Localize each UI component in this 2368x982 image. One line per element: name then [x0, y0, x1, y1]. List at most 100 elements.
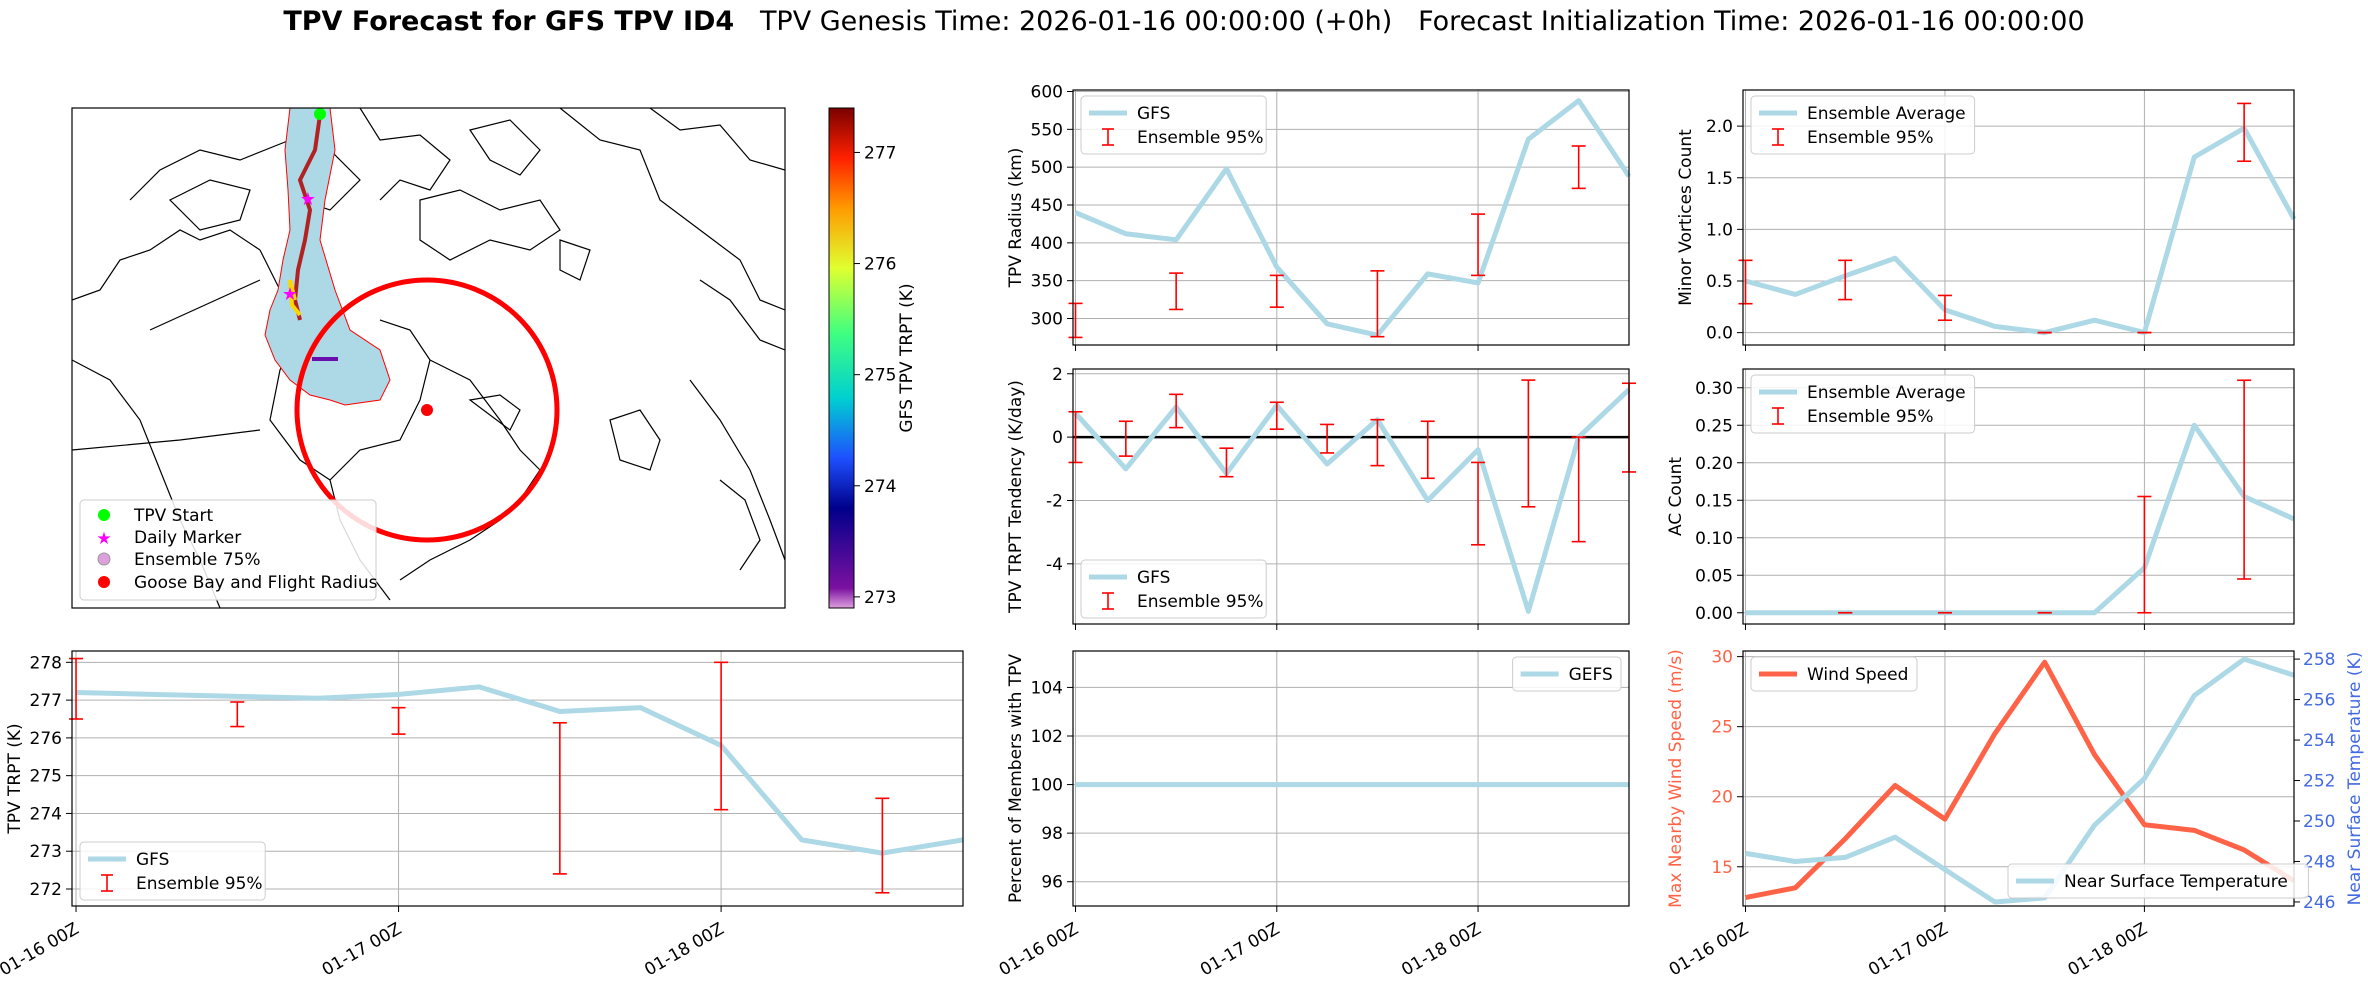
x-tick-label: 01-16 00Z	[1666, 919, 1752, 980]
figure-title: TPV Forecast for GFS TPV ID4 TPV Genesis…	[0, 6, 2368, 37]
legend-box	[1512, 656, 1622, 692]
y2-tick-label: 250	[2303, 812, 2335, 832]
legend-box	[1750, 374, 1976, 434]
series-line-near-surface-temperature	[1745, 656, 2295, 905]
y-tick-label: 300	[1031, 310, 1063, 330]
y-tick-label: -4	[1046, 555, 1063, 575]
legend-box	[2007, 863, 2309, 899]
y2-tick-label: 256	[2303, 691, 2335, 711]
y-tick-label: 100	[1031, 776, 1063, 796]
colorbar-tick-label: 276	[864, 255, 896, 275]
legend-label: Ensemble 95%	[1137, 592, 1264, 612]
plot-frame	[1072, 368, 1630, 625]
y2-tick-label: 248	[2303, 852, 2335, 872]
legend-label: GFS	[1137, 568, 1170, 588]
y-tick-label: 0.00	[1695, 604, 1733, 624]
y-tick-label: 275	[30, 767, 62, 787]
y-tick-label: 550	[1031, 120, 1063, 140]
legend-label: Wind Speed	[1807, 665, 1908, 685]
y-tick-label: 273	[30, 842, 62, 862]
y-tick-label: 96	[1041, 873, 1063, 893]
legend: Near Surface Temperature	[2007, 863, 2309, 899]
map-colorbar: 273 274 275 276 277 GFS TPV TRPT (K)	[828, 107, 917, 609]
legend-daily-label: Daily Marker	[134, 528, 241, 548]
x-tick-label: 01-17 00Z	[1865, 919, 1951, 980]
radius-chart: 300 350 400 450 500 550 600 TPV Radius (km) GFS E…	[1006, 83, 1632, 351]
legend-label: Ensemble 95%	[136, 874, 263, 894]
daily-marker-1: ★	[300, 189, 316, 210]
colorbar-label: GFS TPV TRPT (K)	[897, 283, 917, 432]
y-tick-label: 600	[1031, 83, 1063, 103]
y-tick-label: 2	[1052, 365, 1063, 385]
y-tick-label: 1.0	[1706, 220, 1733, 240]
y-tick-label: 102	[1031, 727, 1063, 747]
x-tick-label: 01-18 00Z	[2065, 919, 2151, 980]
series-line-gfs	[1073, 387, 1631, 614]
title-genesis: TPV Genesis Time: 2026-01-16 00:00:00 (+…	[759, 6, 1393, 37]
colorbar-tick-label: 274	[864, 477, 896, 497]
legend-label: GEFS	[1569, 665, 1613, 685]
plot-frame	[1072, 650, 1630, 907]
x-tick-label: 01-16 00Z	[0, 919, 83, 980]
legend: GFS Ensemble 95%	[1080, 559, 1267, 619]
legend-box	[79, 841, 266, 901]
x-tick-label: 01-17 00Z	[319, 919, 405, 980]
y-tick-label: 104	[1031, 678, 1063, 698]
y-tick-label: 277	[30, 691, 62, 711]
y-axis-label: TPV TRPT (K)	[5, 723, 25, 834]
x-tick-label: 01-16 00Z	[996, 919, 1082, 980]
colorbar-gradient	[828, 107, 855, 609]
y-tick-label: 500	[1031, 158, 1063, 178]
goose-bay-marker	[421, 404, 433, 416]
series-line-ensemble-average	[1744, 125, 2297, 336]
legend-label: GFS	[136, 850, 169, 870]
y-tick-label: 0.25	[1695, 416, 1733, 436]
flight-radius-circle	[294, 277, 560, 543]
title-init: Forecast Initialization Time: 2026-01-16…	[1418, 6, 2085, 37]
series-line-gfs	[1074, 98, 1632, 338]
y-axis-label: Percent of Members with TPV	[1006, 654, 1026, 903]
x-tick-label: 01-17 00Z	[1197, 919, 1283, 980]
legend-label: Near Surface Temperature	[2064, 872, 2288, 892]
tpv-start-marker	[314, 108, 326, 120]
plot-area	[1073, 651, 1629, 906]
y-axis-label: Max Nearby Wind Speed (m/s)	[1666, 649, 1686, 908]
series-line-wind-speed	[1745, 659, 2296, 901]
wind-temperature-chart: 15 20 25 30 Max Nearby Wind Speed (m/s) 246 24…	[1666, 648, 2365, 981]
minor-vortices-chart: 0.0 0.5 1.0 1.5 2.0 Minor Vortices Count Ensem…	[1676, 89, 2297, 351]
y-tick-label: 272	[30, 880, 62, 900]
y2-tick-label: 258	[2303, 650, 2335, 670]
plot-frame	[1742, 650, 2295, 907]
title-bold: TPV Forecast for GFS TPV ID4	[283, 6, 735, 37]
legend-box	[1750, 95, 1976, 155]
legend: Ensemble Average Ensemble 95%	[1750, 374, 1976, 434]
y-tick-label: 15	[1711, 858, 1733, 878]
legend: GFS Ensemble 95%	[1080, 95, 1267, 155]
y-tick-label: 0.05	[1695, 566, 1733, 586]
plot-frame	[71, 650, 964, 907]
y-tick-label: 350	[1031, 272, 1063, 292]
y-tick-label: 274	[30, 804, 62, 824]
legend-goose-icon	[98, 576, 110, 588]
legend-daily-icon: ★	[96, 529, 111, 549]
y2-tick-label: 252	[2303, 772, 2335, 792]
y-tick-label: 0.20	[1695, 454, 1733, 474]
y-tick-label: 20	[1711, 788, 1733, 808]
legend-ensemble-icon	[97, 552, 111, 566]
legend-label: Ensemble Average	[1807, 104, 1966, 124]
legend-label: Ensemble Average	[1807, 383, 1966, 403]
legend-box	[1080, 95, 1267, 155]
y-tick-label: 30	[1711, 648, 1733, 668]
legend: Wind Speed	[1750, 656, 1918, 692]
legend: Ensemble Average Ensemble 95%	[1750, 95, 1976, 155]
legend-goose-label: Goose Bay and Flight Radius	[134, 573, 378, 593]
legend-label: Ensemble 95%	[1807, 128, 1934, 148]
series-line-gfs	[75, 684, 964, 856]
legend-label: Ensemble 95%	[1807, 407, 1934, 427]
colorbar-tick-label: 277	[864, 143, 896, 163]
y-tick-label: 450	[1031, 196, 1063, 216]
legend-start-icon	[98, 509, 110, 521]
y-tick-label: 0.30	[1695, 379, 1733, 399]
